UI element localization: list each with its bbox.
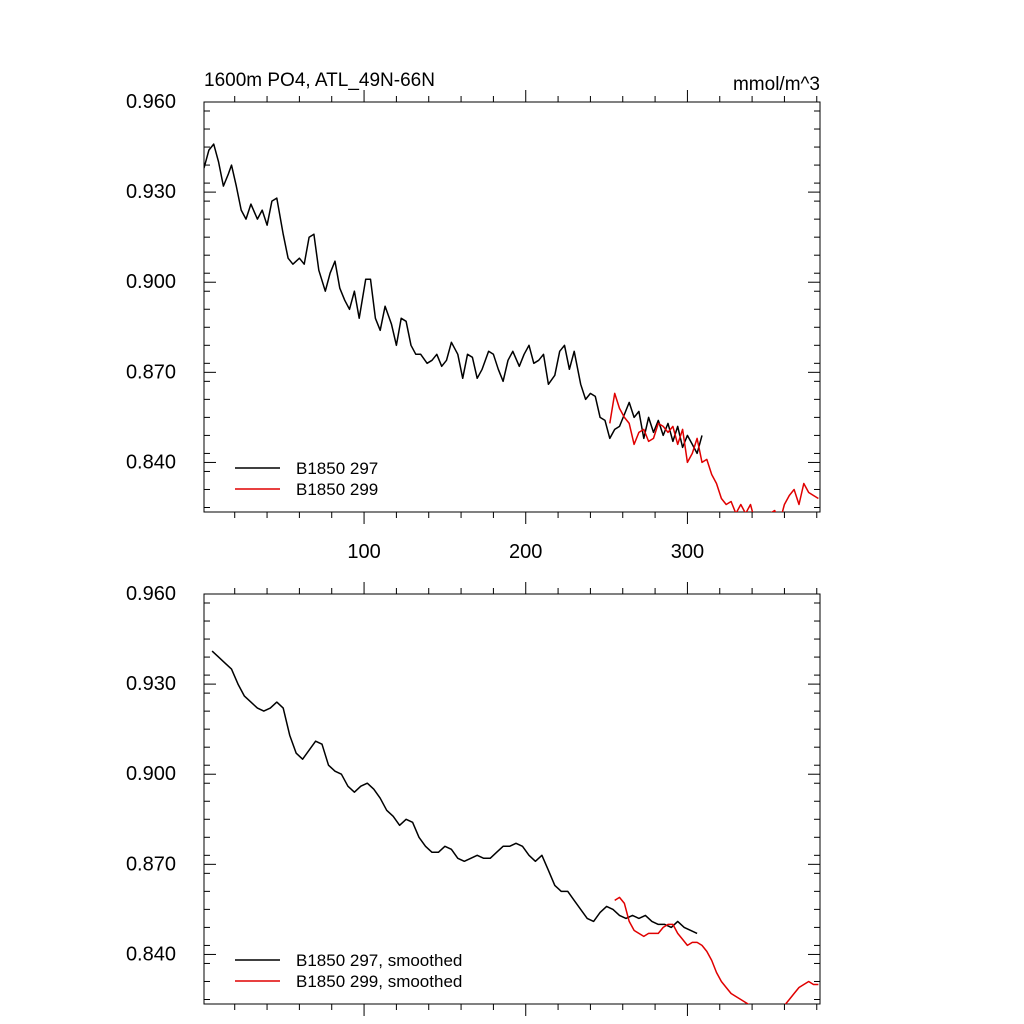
y-tick-label: 0.840 — [126, 451, 176, 473]
series-line-2 — [609, 392, 819, 512]
y-tick-label: 0.900 — [126, 271, 176, 293]
chart-panel-1: 0.960 0.930 0.900 0.870 0.840 100 200 300 1600m … — [126, 70, 821, 563]
plot-frame — [203, 593, 821, 1005]
chart-panel-2: 0.960 0.930 0.900 0.870 0.840 B1850 297, smoo… — [126, 582, 821, 1016]
y-tick-label: 0.870 — [126, 853, 176, 875]
y-tick-label: 0.930 — [126, 181, 176, 203]
x-tick-label: 100 — [347, 541, 380, 563]
legend-label: B1850 299, smoothed — [296, 972, 462, 991]
chart-title: 1600m PO4, ATL_49N-66N — [204, 70, 435, 91]
y-tick-label: 0.960 — [126, 583, 176, 605]
series-line-1 — [211, 650, 698, 935]
y-tick-label: 0.900 — [126, 763, 176, 785]
legend-label: B1850 299 — [296, 480, 378, 499]
x-tick-label: 200 — [509, 541, 542, 563]
series-group — [204, 143, 819, 512]
y-tick-label: 0.930 — [126, 673, 176, 695]
units-label: mmol/m^3 — [733, 74, 820, 95]
x-tick-label: 300 — [671, 541, 704, 563]
legend-label: B1850 297 — [296, 459, 378, 478]
plot-frame — [203, 101, 821, 513]
series-line-2 — [614, 896, 819, 1004]
series-group — [211, 650, 819, 1004]
series-line-1 — [204, 143, 703, 455]
y-tick-label: 0.840 — [126, 943, 176, 965]
legend-label: B1850 297, smoothed — [296, 951, 462, 970]
y-tick-label: 0.870 — [126, 361, 176, 383]
y-tick-label: 0.960 — [126, 91, 176, 113]
